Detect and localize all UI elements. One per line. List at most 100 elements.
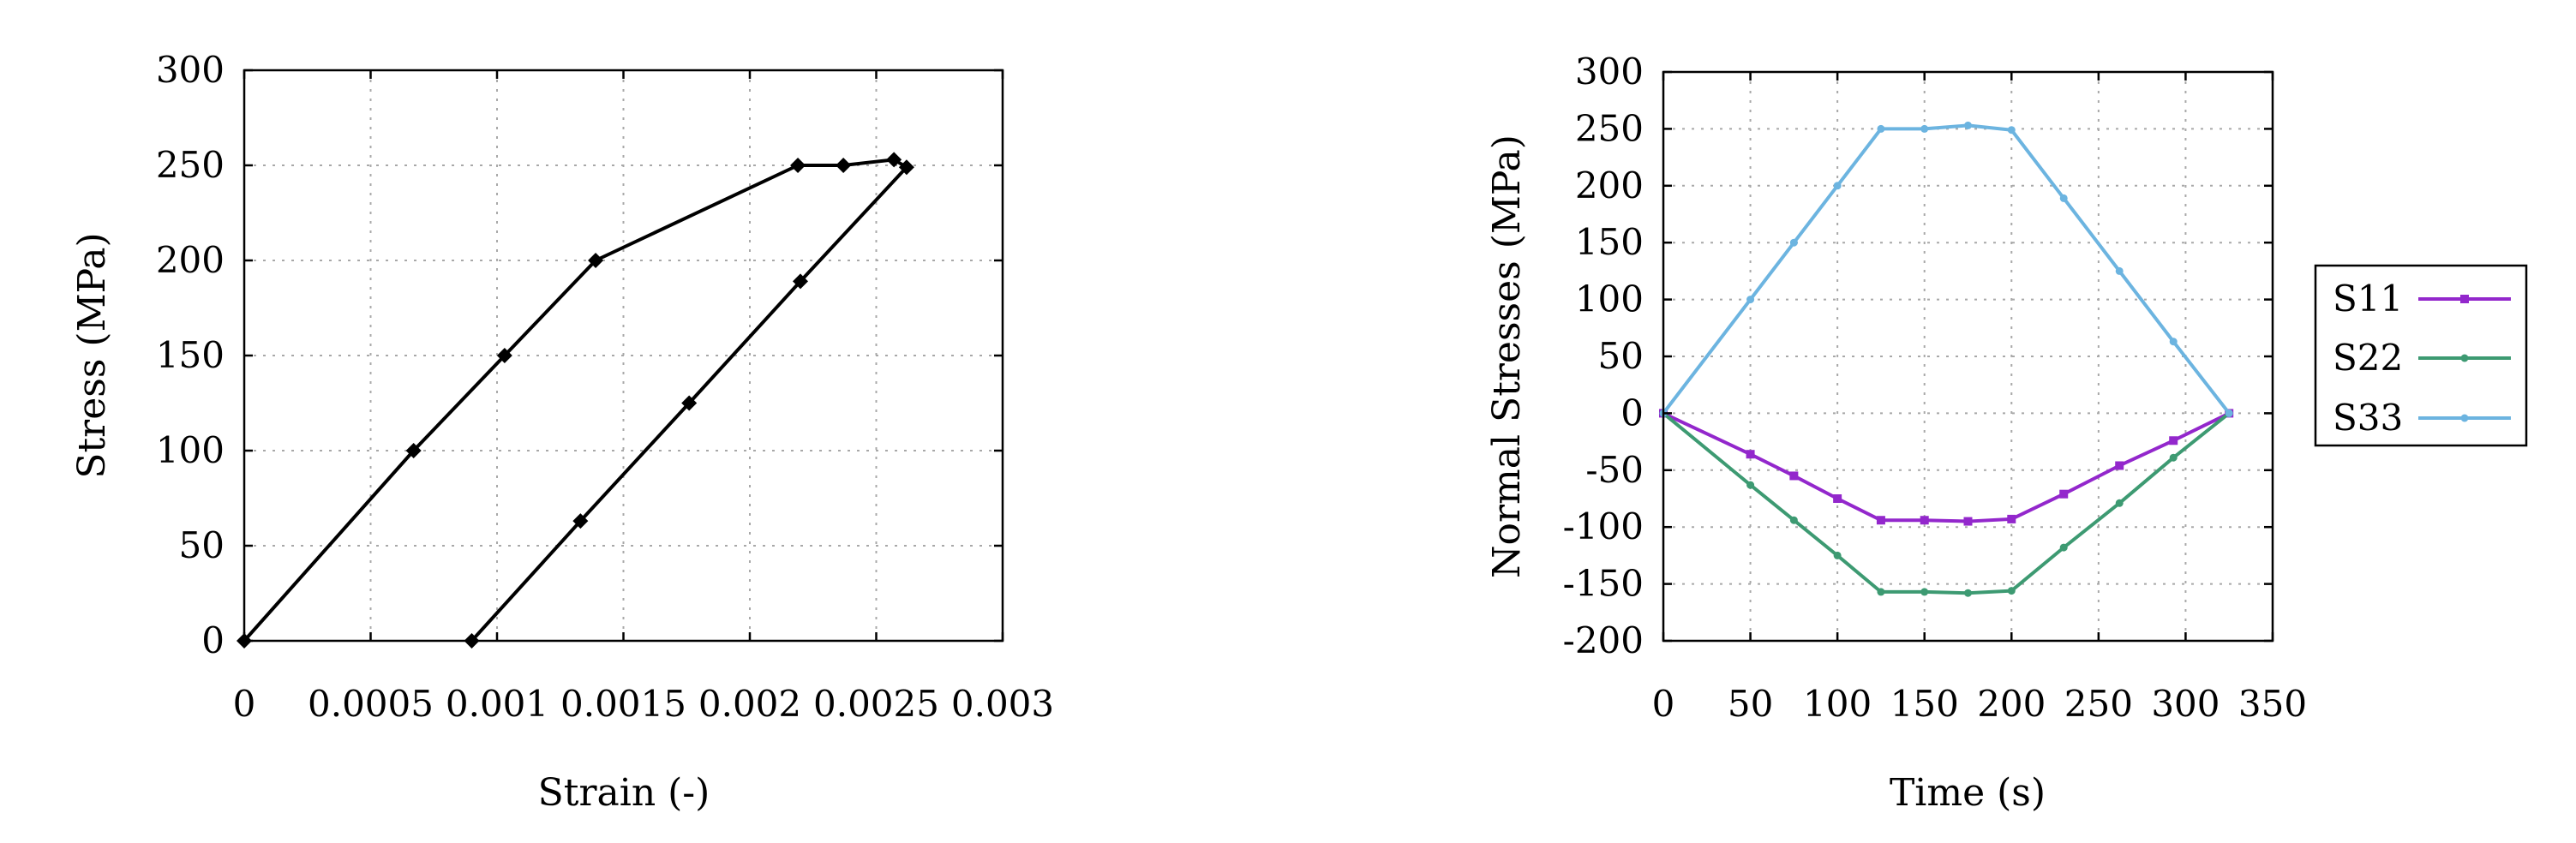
legend-marker-s33 xyxy=(2460,414,2469,422)
normal-stresses-plot-frame xyxy=(1662,70,2274,643)
s11-data-point xyxy=(1920,516,1929,525)
s33-data-point xyxy=(1746,296,1755,304)
legend-label-s33: S33 xyxy=(2333,397,2403,439)
normal-stresses-x-tick-label: 150 xyxy=(1890,683,1959,725)
stress-strain-x-tick-label: 0.001 xyxy=(446,683,548,725)
stress-strain-y-tick-label: 100 xyxy=(156,429,225,471)
s33-data-point xyxy=(1964,121,1972,129)
legend-marker-s22 xyxy=(2460,354,2469,362)
normal-stresses-chart: 0 50 100 150 200 250 300 350 -200 -150 -100 -50 0 50 1… xyxy=(1485,51,2528,815)
stress-strain-y-tick-label: 200 xyxy=(156,239,225,281)
stress-strain-data-point xyxy=(496,348,512,363)
s33-series-line xyxy=(1662,123,2231,415)
stress-strain-x-tick-label: 0.0005 xyxy=(308,683,434,725)
s33-data-point xyxy=(1789,238,1798,247)
normal-stresses-series xyxy=(1659,121,2234,597)
normal-stresses-y-tick-label: 200 xyxy=(1575,164,1644,206)
s33-data-point xyxy=(2007,126,2016,135)
s22-data-point xyxy=(1833,551,1842,559)
normal-stresses-x-tick-label: 0 xyxy=(1652,683,1675,725)
s22-data-point xyxy=(2007,587,2016,595)
normal-stresses-x-tick-label: 300 xyxy=(2151,683,2220,725)
s11-data-point xyxy=(2169,436,2178,445)
s22-data-point xyxy=(1920,588,1929,596)
normal-stresses-y-tick-label: 100 xyxy=(1575,278,1644,320)
s33-data-point xyxy=(2225,409,2233,417)
stress-strain-y-tick-label: 300 xyxy=(156,49,225,91)
s22-data-point xyxy=(2115,499,2124,507)
stress-strain-chart: 0 0.0005 0.001 0.0015 0.002 0.0025 0.003 0 50 100… xyxy=(70,49,1054,815)
s22-data-point xyxy=(1964,589,1972,597)
s11-data-point xyxy=(1746,450,1755,459)
stress-strain-data-point xyxy=(681,395,698,411)
legend-marker-s11 xyxy=(2460,295,2469,303)
s33-data-point xyxy=(1877,124,1885,133)
stress-strain-data-point xyxy=(836,158,852,173)
stress-strain-y-axis-title: Stress (MPa) xyxy=(70,232,114,478)
stress-strain-data-point xyxy=(588,253,604,268)
normal-stresses-x-axis-title: Time (s) xyxy=(1890,771,2046,815)
s22-data-point xyxy=(1877,588,1885,596)
stress-strain-data-point xyxy=(405,443,422,458)
stress-strain-data-point xyxy=(793,273,808,290)
s33-data-point xyxy=(2169,338,2178,346)
s33-data-point xyxy=(1833,182,1842,190)
stress-strain-y-tick-label: 250 xyxy=(156,144,225,186)
legend-label-s11: S11 xyxy=(2333,278,2403,320)
s11-data-point xyxy=(1963,517,1973,526)
stress-strain-x-tick-label: 0.0025 xyxy=(813,683,939,725)
stress-strain-x-tick-label: 0.0015 xyxy=(560,683,686,725)
s33-data-point xyxy=(2059,194,2068,202)
s22-data-point xyxy=(1789,516,1798,524)
normal-stresses-y-tick-label: -200 xyxy=(1563,619,1644,661)
normal-stresses-y-tick-label: -100 xyxy=(1563,505,1644,547)
s22-series-line xyxy=(1662,411,2231,595)
normal-stresses-y-tick-label: 300 xyxy=(1575,51,1644,93)
s33-data-point xyxy=(1920,124,1929,133)
legend-label-s22: S22 xyxy=(2333,337,2403,379)
normal-stresses-y-tick-label: -150 xyxy=(1563,563,1644,605)
stress-strain-data-point xyxy=(790,158,806,173)
normal-stresses-x-tick-label: 250 xyxy=(2064,683,2133,725)
stress-strain-y-tick-label: 50 xyxy=(179,524,225,566)
normal-stresses-y-tick-label: -50 xyxy=(1585,449,1644,491)
s11-series-line xyxy=(1662,411,2231,523)
s11-data-point xyxy=(1833,494,1842,503)
stress-strain-y-tick-label: 0 xyxy=(201,619,225,661)
normal-stresses-y-axis-title: Normal Stresses (MPa) xyxy=(1485,135,1529,578)
stress-strain-data-point xyxy=(572,513,589,529)
normal-stresses-y-tick-label: 150 xyxy=(1575,221,1644,263)
stress-strain-data-point xyxy=(886,152,902,168)
normal-stresses-y-tick-label: 0 xyxy=(1620,392,1644,433)
stress-strain-series-line xyxy=(243,158,908,643)
normal-stresses-y-tick-label: 50 xyxy=(1598,335,1644,377)
stress-strain-series xyxy=(237,152,914,649)
stress-strain-grid xyxy=(244,70,1003,641)
s11-data-point xyxy=(2059,489,2069,499)
s22-data-point xyxy=(2169,453,2178,462)
stress-strain-x-axis-title: Strain (-) xyxy=(538,771,710,815)
s33-data-point xyxy=(2115,266,2124,275)
s11-data-point xyxy=(2007,514,2016,523)
stress-strain-ticks: 0 0.0005 0.001 0.0015 0.002 0.0025 0.003 0 50 100… xyxy=(156,49,1054,725)
normal-stresses-ticks: 0 50 100 150 200 250 300 350 -200 -150 -100 -50 0 50 1… xyxy=(1563,51,2307,725)
stress-strain-x-tick-label: 0 xyxy=(233,683,256,725)
s22-data-point xyxy=(1746,481,1755,489)
s22-data-point xyxy=(2059,543,2068,552)
normal-stresses-x-tick-label: 200 xyxy=(1977,683,2046,725)
normal-stresses-x-tick-label: 50 xyxy=(1728,683,1773,725)
s11-data-point xyxy=(2115,461,2124,470)
stress-strain-y-tick-label: 150 xyxy=(156,334,225,376)
stress-strain-x-tick-label: 0.002 xyxy=(698,683,801,725)
stress-strain-x-tick-label: 0.003 xyxy=(951,683,1054,725)
s11-data-point xyxy=(1876,516,1885,525)
stress-strain-data-point xyxy=(898,159,914,176)
normal-stresses-x-tick-label: 100 xyxy=(1803,683,1872,725)
s11-data-point xyxy=(1789,471,1799,481)
normal-stresses-x-tick-label: 350 xyxy=(2238,683,2307,725)
normal-stresses-grid xyxy=(1663,72,2273,641)
legend: S11 S22 S33 xyxy=(2314,264,2528,447)
legend-box xyxy=(2314,264,2528,447)
normal-stresses-y-tick-label: 250 xyxy=(1575,107,1644,149)
